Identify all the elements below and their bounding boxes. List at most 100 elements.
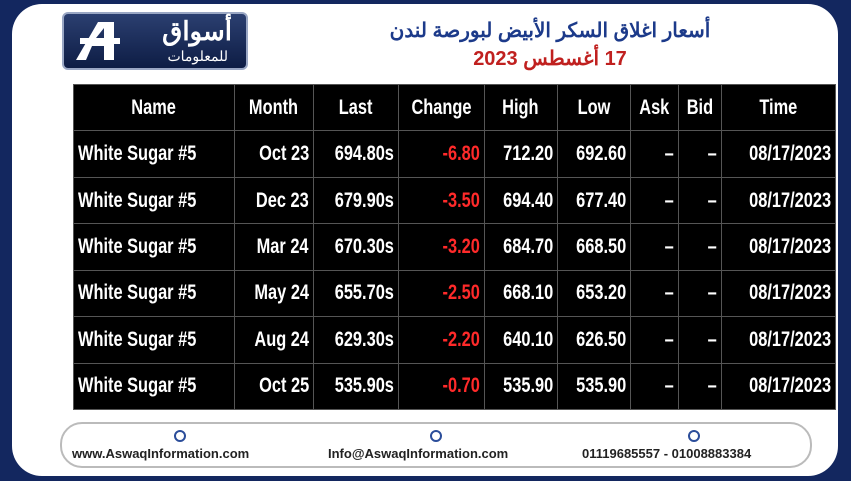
table-cell-text: 655.70s — [334, 281, 394, 305]
table-row: White Sugar #5 May 24 655.70s -2.50 668.10 65… — [73, 269, 836, 318]
table-row: White Sugar #5 Oct 23 694.80s -6.80 712.20 69… — [73, 130, 836, 178]
table-cell: – — [630, 223, 679, 271]
column-header: Low — [556, 83, 632, 132]
table-cell: Oct 25 — [233, 362, 314, 411]
table-cell: – — [677, 269, 722, 318]
table-cell-text: 694.80s — [334, 142, 394, 166]
table-cell: Oct 23 — [233, 130, 314, 178]
table-cell-text: 670.30s — [334, 234, 394, 258]
table-cell-text: – — [707, 142, 717, 166]
table-cell: – — [630, 269, 679, 318]
table-cell-text: Aug 24 — [254, 327, 309, 351]
table-cell: 694.80s — [312, 130, 399, 178]
website: www.AswaqInformation.com — [72, 446, 250, 461]
table-cell: -2.20 — [397, 316, 485, 364]
table-cell: 668.10 — [483, 269, 558, 318]
table-cell: Aug 24 — [233, 316, 314, 364]
table-cell-text: 08/17/2023 — [748, 374, 831, 398]
table-cell: 08/17/2023 — [720, 223, 836, 271]
email: Info@AswaqInformation.com — [328, 446, 509, 461]
table-cell: 668.50 — [556, 223, 632, 271]
table-cell: 692.60 — [556, 130, 632, 178]
phones: 01119685557 - 01008883384 — [582, 446, 752, 461]
table-cell-text: -0.70 — [442, 374, 480, 398]
table-cell: May 24 — [233, 269, 314, 318]
column-header: Month — [233, 83, 314, 132]
table-cell-text: Oct 25 — [258, 374, 309, 398]
table-cell: – — [630, 316, 679, 364]
column-header-text: High — [502, 95, 539, 119]
table-cell-text: – — [664, 374, 674, 398]
table-cell-text: -6.80 — [442, 142, 480, 166]
table-cell: – — [677, 223, 722, 271]
table-cell-text: 653.20 — [576, 281, 627, 305]
table-cell-text: White Sugar #5 — [78, 234, 197, 258]
table-cell-text: -3.50 — [442, 188, 480, 212]
title: أسعار اغلاق السكر الأبيض لبورصة لندن — [389, 20, 711, 42]
column-header-text: Bid — [686, 95, 713, 119]
column-header-text: Month — [249, 95, 299, 119]
column-header-text: Change — [411, 95, 472, 119]
table-cell: White Sugar #5 — [73, 316, 235, 364]
column-header: Last — [312, 83, 399, 132]
column-header-text: Time — [759, 95, 798, 119]
table-cell-text: 08/17/2023 — [748, 281, 831, 305]
column-header-text: Low — [577, 95, 611, 119]
footer: www.AswaqInformation.com Info@AswaqInfor… — [60, 422, 812, 468]
table-cell-text: – — [664, 234, 674, 258]
table-cell: -3.50 — [397, 176, 485, 225]
table-cell: 535.90s — [312, 362, 399, 411]
column-header: Change — [397, 83, 485, 132]
table-cell: 679.90s — [312, 176, 399, 225]
table-cell-text: 640.10 — [502, 327, 553, 351]
table-cell: Dec 23 — [233, 176, 314, 225]
table-cell-text: 535.90 — [502, 374, 553, 398]
table-cell-text: May 24 — [254, 281, 309, 305]
table-cell: 535.90 — [483, 362, 558, 411]
table-cell-text: – — [664, 281, 674, 305]
table-cell: 653.20 — [556, 269, 632, 318]
table-cell: 670.30s — [312, 223, 399, 271]
table-cell: 694.40 — [483, 176, 558, 225]
table-cell-text: Oct 23 — [258, 142, 309, 166]
logo-icon — [76, 22, 120, 60]
table-cell-text: 535.90 — [576, 374, 627, 398]
table-cell-text: White Sugar #5 — [78, 374, 197, 398]
table-cell: White Sugar #5 — [73, 362, 235, 411]
table-cell-text: White Sugar #5 — [78, 281, 197, 305]
table-cell: – — [677, 362, 722, 411]
table-cell: White Sugar #5 — [73, 176, 235, 225]
table-cell-text: 668.50 — [576, 234, 627, 258]
table-cell-text: 08/17/2023 — [748, 234, 831, 258]
table-cell-text: – — [664, 327, 674, 351]
column-header-text: Name — [131, 95, 177, 119]
table-cell-text: – — [664, 142, 674, 166]
table-cell: 08/17/2023 — [720, 269, 836, 318]
table-cell-text: -3.20 — [442, 234, 480, 258]
logo-name: أسواق — [162, 16, 232, 46]
table-cell: Mar 24 — [233, 223, 314, 271]
table-cell-text: -2.50 — [442, 281, 480, 305]
table-cell-text: White Sugar #5 — [78, 327, 197, 351]
table-cell-text: White Sugar #5 — [78, 188, 197, 212]
table-cell-text: 535.90s — [334, 374, 394, 398]
table-cell-text: 629.30s — [334, 327, 394, 351]
header-row: Name Month Last Change High Low Ask Bid Time — [73, 83, 836, 132]
table-cell: 684.70 — [483, 223, 558, 271]
table-cell: – — [677, 176, 722, 225]
logo: أسواق للمعلومات — [62, 12, 248, 70]
table-cell-text: 694.40 — [502, 188, 553, 212]
table-cell: – — [630, 130, 679, 178]
table-cell: 629.30s — [312, 316, 399, 364]
table-row: White Sugar #5 Dec 23 679.90s -3.50 694.40 67… — [73, 176, 836, 225]
prices-table: Name Month Last Change High Low Ask Bid Time Whit… — [73, 83, 836, 411]
table-cell-text: 626.50 — [576, 327, 627, 351]
column-header: Time — [720, 83, 836, 132]
table-cell-text: 08/17/2023 — [748, 188, 831, 212]
table-cell-text: 692.60 — [576, 142, 627, 166]
table-cell-text: – — [707, 234, 717, 258]
date: 17 أغسطس 2023 — [473, 48, 627, 70]
table-row: White Sugar #5 Aug 24 629.30s -2.20 640.10 62… — [73, 316, 836, 364]
table-cell: 08/17/2023 — [720, 130, 836, 178]
